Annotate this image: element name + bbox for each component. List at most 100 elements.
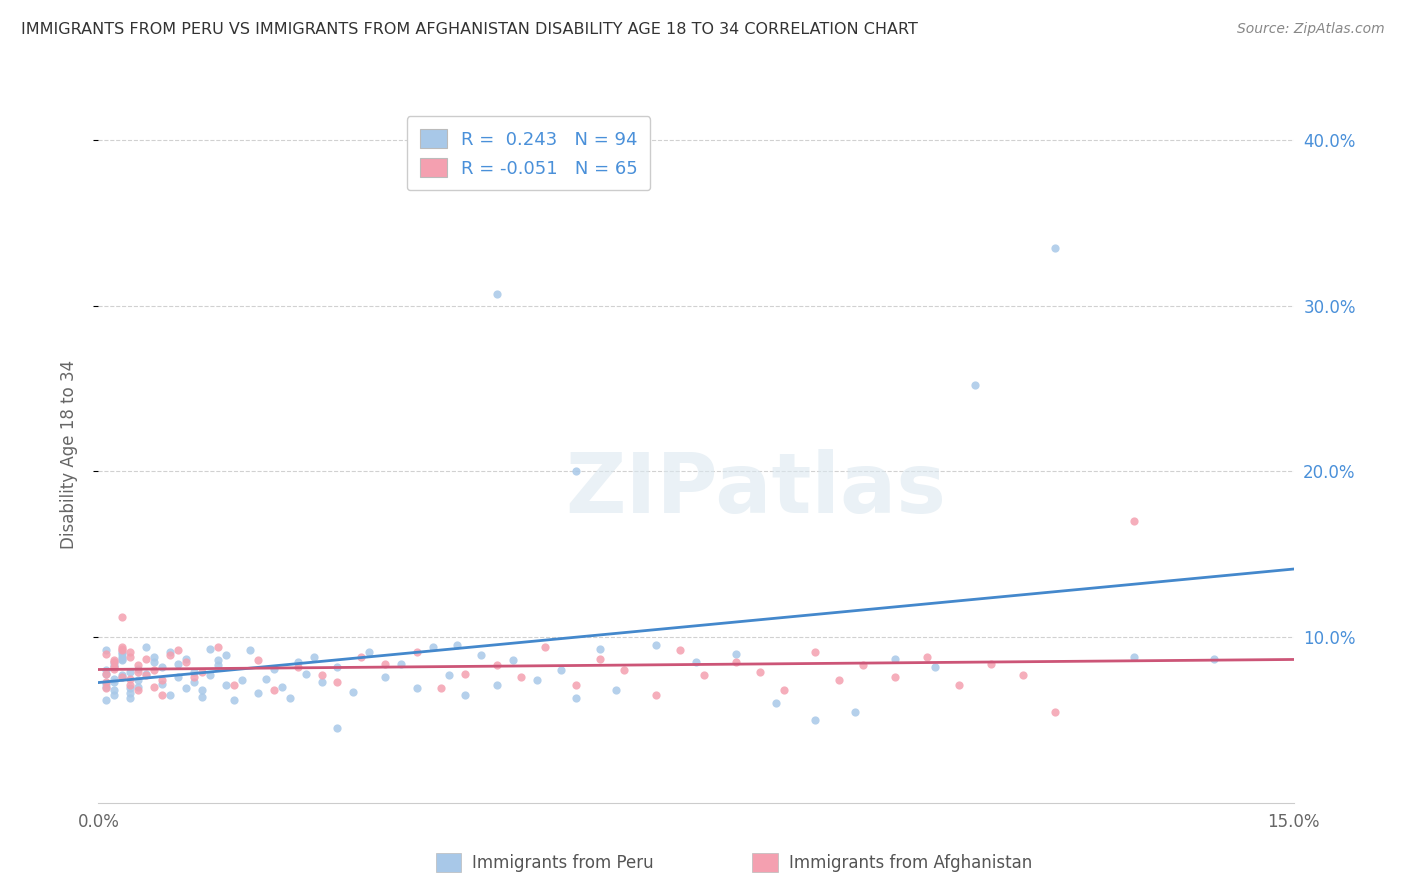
Point — [111, 653, 134, 667]
Point — [565, 465, 588, 479]
Point — [127, 665, 149, 679]
Point — [589, 651, 612, 665]
Point — [963, 378, 986, 392]
Point — [174, 651, 197, 665]
Point — [565, 678, 588, 692]
Point — [1043, 241, 1066, 255]
Point — [103, 660, 125, 674]
Point — [724, 647, 747, 661]
Point — [120, 665, 142, 679]
Point — [198, 641, 221, 656]
Point — [326, 674, 349, 689]
Point — [120, 681, 142, 696]
Point — [191, 690, 214, 704]
Point — [103, 655, 125, 669]
Point — [135, 668, 157, 682]
Point — [143, 655, 166, 669]
Point — [231, 673, 253, 688]
Point — [120, 678, 142, 692]
Point — [884, 651, 907, 665]
Point — [159, 645, 181, 659]
Point — [437, 668, 460, 682]
Point — [222, 693, 245, 707]
Point — [446, 639, 468, 653]
Point — [103, 672, 125, 686]
Point — [533, 640, 555, 654]
Point — [150, 688, 173, 702]
Point — [605, 683, 627, 698]
Point — [174, 655, 197, 669]
Text: Immigrants from Afghanistan: Immigrants from Afghanistan — [789, 854, 1032, 871]
Point — [207, 658, 229, 673]
Point — [103, 655, 125, 669]
Point — [174, 681, 197, 696]
Point — [103, 662, 125, 676]
Point — [207, 653, 229, 667]
Point — [1202, 651, 1225, 665]
Point — [120, 650, 142, 665]
Point — [191, 665, 214, 679]
Point — [263, 683, 285, 698]
Point — [550, 663, 572, 677]
Point — [159, 688, 181, 702]
Point — [246, 686, 269, 700]
Point — [191, 683, 214, 698]
Point — [844, 705, 866, 719]
Point — [96, 663, 118, 677]
Point — [589, 641, 612, 656]
Point — [804, 645, 827, 659]
Point — [1043, 705, 1066, 719]
Point — [342, 685, 364, 699]
Point — [96, 681, 118, 696]
Point — [669, 643, 692, 657]
Point — [111, 670, 134, 684]
Point — [645, 639, 668, 653]
Point — [120, 686, 142, 700]
Point — [924, 660, 946, 674]
Point — [96, 647, 118, 661]
Point — [884, 670, 907, 684]
Point — [948, 678, 970, 692]
Point — [565, 691, 588, 706]
Point — [111, 645, 134, 659]
Point — [135, 666, 157, 681]
Point — [143, 663, 166, 677]
Point — [246, 653, 269, 667]
Point — [167, 657, 190, 671]
Point — [772, 683, 794, 698]
Point — [207, 640, 229, 654]
Point — [915, 650, 938, 665]
Point — [406, 645, 429, 659]
Point — [748, 665, 770, 679]
Point — [111, 647, 134, 661]
Point — [1123, 514, 1146, 528]
Point — [111, 610, 134, 624]
Point — [454, 666, 477, 681]
Text: ZIPatlas: ZIPatlas — [565, 450, 946, 530]
Point — [326, 660, 349, 674]
Point — [111, 643, 134, 657]
Legend: R =  0.243   N = 94, R = -0.051   N = 65: R = 0.243 N = 94, R = -0.051 N = 65 — [406, 116, 651, 190]
Point — [96, 693, 118, 707]
Point — [198, 668, 221, 682]
Point — [103, 674, 125, 689]
Point — [294, 666, 316, 681]
Point — [127, 662, 149, 676]
Point — [254, 672, 277, 686]
Point — [302, 650, 325, 665]
Point — [103, 660, 125, 674]
Point — [183, 665, 205, 679]
Point — [693, 668, 716, 682]
Point — [430, 681, 453, 696]
Point — [96, 680, 118, 694]
Point — [103, 688, 125, 702]
Point — [150, 660, 173, 674]
Point — [359, 645, 381, 659]
Point — [374, 670, 396, 684]
Point — [183, 674, 205, 689]
Text: Source: ZipAtlas.com: Source: ZipAtlas.com — [1237, 22, 1385, 37]
Point — [150, 673, 173, 688]
Point — [263, 662, 285, 676]
Point — [135, 640, 157, 654]
Point — [103, 653, 125, 667]
